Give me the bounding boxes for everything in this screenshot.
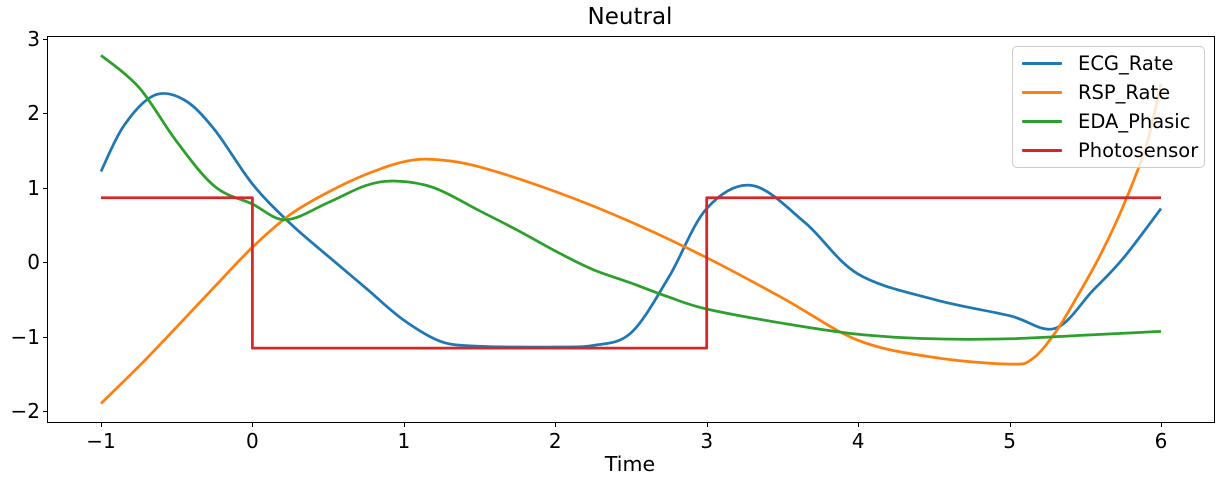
x-axis-label: Time [604, 452, 656, 476]
legend-label: EDA_Phasic [1078, 110, 1191, 133]
series-line-RSP_Rate [100, 83, 1163, 405]
legend-label: ECG_Rate [1078, 52, 1174, 75]
y-tick-mark [43, 38, 47, 40]
legend-item-ECG_Rate: ECG_Rate [1013, 49, 1204, 78]
legend-line-swatch [1022, 91, 1062, 94]
x-tick-mark [706, 423, 708, 427]
legend-item-EDA_Phasic: EDA_Phasic [1013, 107, 1204, 136]
x-tick-label: 0 [246, 429, 259, 453]
plot-area: ECG_Rate RSP_Rate EDA_Phasic Photosensor −1… [11, 28, 1215, 453]
x-tick-mark [403, 423, 405, 427]
y-tick-label: 2 [27, 101, 40, 126]
series-line-ECG_Rate [99, 92, 1163, 349]
x-tick-mark [1161, 423, 1162, 427]
x-tick-mark [252, 423, 254, 427]
x-tick-label: 1 [397, 429, 411, 453]
x-tick-mark [1009, 423, 1011, 427]
x-tick-label: 4 [851, 429, 865, 453]
y-tick-label: 0 [27, 250, 40, 275]
chart-title: Neutral [587, 4, 673, 30]
x-tick-label: 5 [1003, 429, 1016, 453]
series-line-EDA_Phasic [100, 54, 1162, 341]
legend-line-swatch [1022, 62, 1062, 65]
legend-line-swatch [1022, 120, 1062, 123]
legend-item-RSP_Rate: RSP_Rate [1013, 78, 1204, 107]
x-tick-label: −1 [86, 429, 116, 453]
x-tick-mark [858, 423, 860, 427]
y-tick-mark [43, 113, 47, 115]
legend-label: Photosensor [1078, 139, 1199, 162]
y-tick-label: −1 [10, 324, 40, 349]
legend: ECG_Rate RSP_Rate EDA_Phasic Photosensor [1012, 46, 1205, 168]
legend-label: RSP_Rate [1078, 81, 1171, 104]
y-tick-label: −2 [10, 399, 40, 423]
x-tick-label: 6 [1154, 429, 1168, 453]
y-tick-mark [43, 187, 47, 189]
series-line-Photosensor [101, 196, 1161, 350]
x-tick-mark [101, 423, 102, 427]
y-tick-label: 3 [27, 26, 40, 51]
x-tick-label: 2 [548, 429, 562, 453]
legend-line-swatch [1022, 149, 1062, 152]
legend-item-Photosensor: Photosensor [1013, 136, 1204, 165]
y-tick-mark [43, 411, 47, 412]
x-tick-mark [555, 423, 557, 427]
line-chart-svg [99, 54, 1163, 405]
y-tick-mark [43, 262, 47, 264]
x-tick-label: 3 [700, 429, 714, 453]
y-tick-mark [43, 336, 47, 338]
y-tick-label: 1 [27, 175, 40, 200]
